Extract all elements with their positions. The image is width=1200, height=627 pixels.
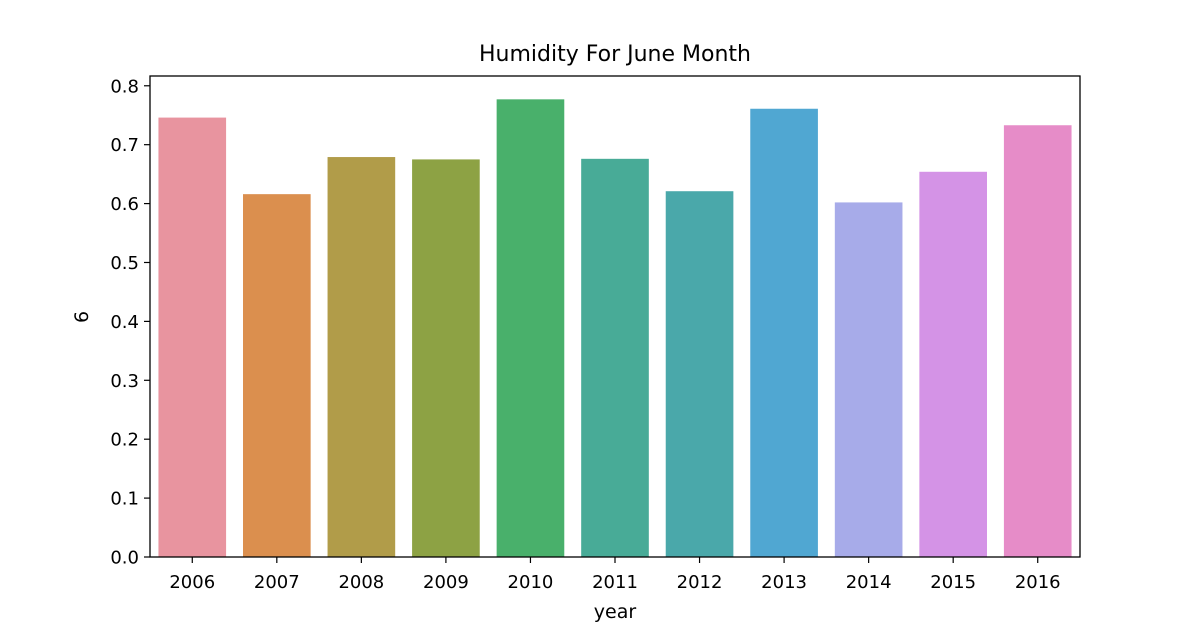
y-tick-label: 0.0 xyxy=(110,548,139,569)
chart-title: Humidity For June Month xyxy=(479,42,751,67)
y-tick-label: 0.3 xyxy=(110,371,139,392)
y-tick-label: 0.8 xyxy=(110,76,139,97)
y-tick-label: 0.6 xyxy=(110,194,139,215)
y-tick-label: 0.5 xyxy=(110,253,139,274)
x-tick-label: 2011 xyxy=(592,572,638,593)
bar-2014 xyxy=(834,202,903,557)
y-tick-label: 0.1 xyxy=(110,489,139,510)
bar-2016 xyxy=(1003,125,1072,558)
x-axis: 2006 2007 2008 2009 2010 2011 2012 2013 2014 2015… xyxy=(169,557,1061,593)
x-tick-label: 2007 xyxy=(254,572,300,593)
x-tick-label: 2016 xyxy=(1015,572,1061,593)
bars-group xyxy=(158,99,1072,558)
bar-2010 xyxy=(496,99,565,557)
x-tick-label: 2009 xyxy=(423,572,469,593)
x-tick-label: 2008 xyxy=(338,572,384,593)
bar-2015 xyxy=(919,171,987,557)
y-axis: 0.0 0.1 0.2 0.3 0.4 0.5 0.6 0.7 0.8 xyxy=(110,76,150,569)
x-axis-label: year xyxy=(594,601,637,623)
bar-2011 xyxy=(581,158,649,557)
bar-2006 xyxy=(158,117,227,557)
y-tick-label: 0.4 xyxy=(110,312,139,333)
bar-2013 xyxy=(750,108,818,557)
bar-2009 xyxy=(412,159,480,557)
x-tick-label: 2012 xyxy=(677,572,723,593)
x-tick-label: 2010 xyxy=(508,572,554,593)
bar-2012 xyxy=(665,191,734,557)
x-tick-label: 2013 xyxy=(761,572,807,593)
x-tick-label: 2014 xyxy=(846,572,892,593)
y-tick-label: 0.2 xyxy=(110,430,139,451)
plot-frame xyxy=(149,75,1081,558)
bar-2008 xyxy=(327,157,396,558)
y-axis-label: 6 xyxy=(71,311,93,323)
x-tick-label: 2006 xyxy=(169,572,215,593)
y-tick-label: 0.7 xyxy=(110,135,139,156)
bar-2007 xyxy=(243,194,311,557)
x-tick-label: 2015 xyxy=(930,572,976,593)
